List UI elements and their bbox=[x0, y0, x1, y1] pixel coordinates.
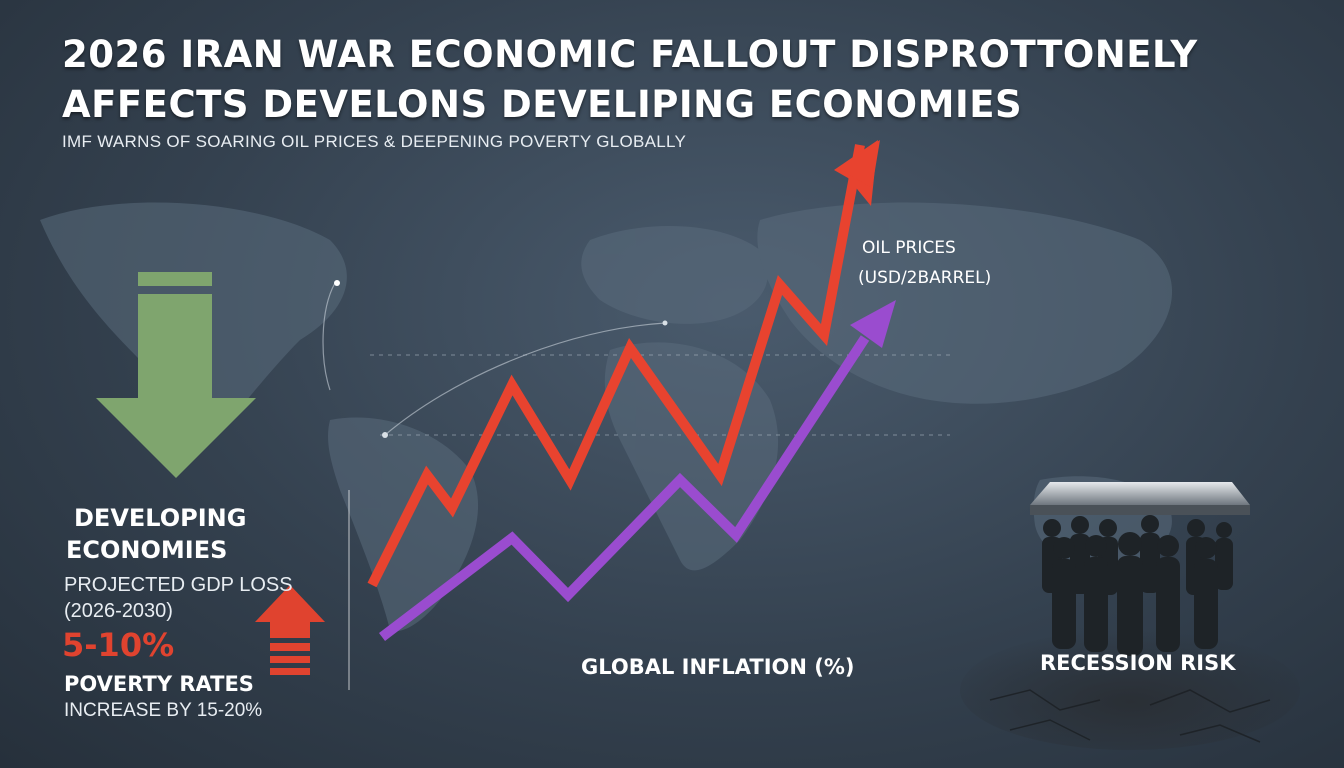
inflation-line bbox=[378, 335, 870, 641]
gdp-loss-label: PROJECTED GDP LOSS bbox=[64, 574, 293, 596]
oil-price-unit-label: (USD/2BARREL) bbox=[858, 268, 992, 288]
section-divider bbox=[348, 490, 350, 690]
map-node bbox=[382, 432, 388, 438]
down-arrow-icon bbox=[96, 272, 256, 478]
poverty-label: POVERTY RATES bbox=[64, 672, 254, 696]
oil-price-arrowhead-tip bbox=[838, 140, 880, 188]
route-arc-2 bbox=[322, 282, 336, 391]
route-arc bbox=[384, 322, 666, 436]
map-node bbox=[334, 280, 340, 286]
people-group-icon bbox=[960, 482, 1300, 750]
economies-heading: ECONOMIES bbox=[66, 536, 228, 564]
inflation-arrowhead bbox=[850, 300, 896, 348]
page-subtitle: IMF WARNS OF SOARING OIL PRICES & DEEPEN… bbox=[62, 132, 687, 151]
poverty-increase: INCREASE BY 15-20% bbox=[64, 700, 263, 721]
page-title: 2026 IRAN WAR ECONOMIC FALLOUT DISPROTTO… bbox=[62, 33, 1198, 126]
oil-price-label: OIL PRICES bbox=[862, 238, 956, 258]
map-node bbox=[662, 320, 668, 326]
gdp-loss-value: 5-10% bbox=[62, 626, 175, 664]
gdp-loss-period: (2026-2030) bbox=[64, 600, 173, 622]
recession-risk-label: RECESSION RISK bbox=[1040, 651, 1236, 675]
up-arrow-icon bbox=[255, 585, 325, 675]
inflation-label: GLOBAL INFLATION (%) bbox=[581, 655, 855, 679]
developing-heading: DEVELOPING bbox=[74, 504, 247, 532]
oil-price-line bbox=[367, 144, 865, 588]
